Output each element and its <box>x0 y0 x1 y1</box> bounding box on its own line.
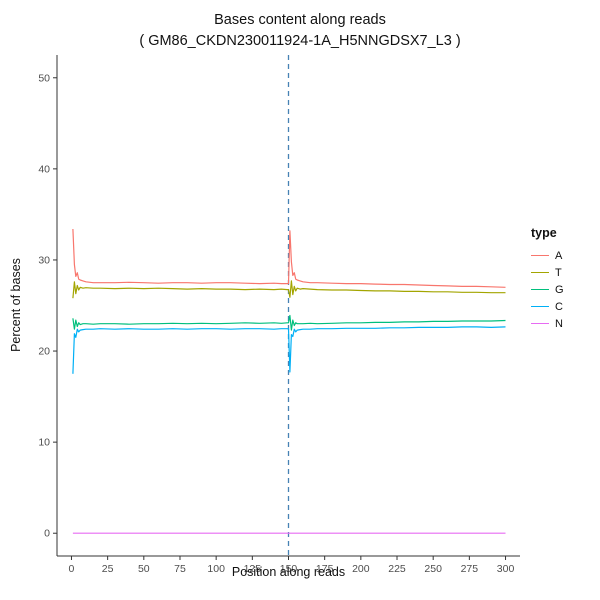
legend-item-G: G <box>531 281 564 298</box>
legend-label-G: G <box>555 283 564 296</box>
series-line-C <box>72 326 506 374</box>
legend-label-C: C <box>555 300 563 313</box>
series-line-G <box>72 314 506 331</box>
legend-key-line-N <box>531 322 549 325</box>
legend-key-C <box>531 300 549 314</box>
y-tick-label: 10 <box>38 437 50 449</box>
legend-key-line-G <box>531 288 549 291</box>
legend-item-C: C <box>531 298 564 315</box>
legend-key-line-T <box>531 271 549 274</box>
x-tick-label: 175 <box>316 563 334 575</box>
y-tick-label: 20 <box>38 346 50 358</box>
y-tick-label: 40 <box>38 163 50 175</box>
chart-subtitle: ( GM86_CKDN230011924-1A_H5NNGDSX7_L3 ) <box>139 33 461 49</box>
x-tick-label: 300 <box>497 563 515 575</box>
y-tick-label: 0 <box>44 528 50 540</box>
legend-key-G <box>531 283 549 297</box>
legend-item-N: N <box>531 315 564 332</box>
series-line-T <box>72 280 506 299</box>
x-axis-label: Position along reads <box>231 565 346 579</box>
legend-key-T <box>531 266 549 280</box>
legend-key-line-C <box>531 305 549 308</box>
legend-label-N: N <box>555 317 563 330</box>
y-axis-label: Percent of bases <box>9 258 23 352</box>
x-tick-label: 200 <box>352 563 370 575</box>
x-tick-label: 125 <box>244 563 262 575</box>
legend-key-line-A <box>531 254 549 257</box>
x-tick-label: 225 <box>388 563 406 575</box>
chart-title: Bases content along reads <box>214 12 386 28</box>
x-tick-label: 150 <box>280 563 298 575</box>
legend-title: type <box>531 226 557 240</box>
x-tick-label: 275 <box>461 563 479 575</box>
series-line-A <box>72 228 506 288</box>
chart-titles: Bases content along reads ( GM86_CKDN230… <box>0 10 600 52</box>
legend-key-N <box>531 317 549 331</box>
x-tick-label: 50 <box>138 563 150 575</box>
legend-item-T: T <box>531 264 564 281</box>
y-tick-label: 50 <box>38 72 50 84</box>
legend-label-T: T <box>555 266 562 279</box>
legend-key-A <box>531 249 549 263</box>
x-tick-label: 0 <box>69 563 75 575</box>
x-tick-label: 25 <box>102 563 114 575</box>
legend-item-A: A <box>531 247 564 264</box>
x-tick-label: 75 <box>174 563 186 575</box>
legend-label-A: A <box>555 249 563 262</box>
x-tick-label: 250 <box>424 563 442 575</box>
x-tick-label: 100 <box>207 563 225 575</box>
y-tick-label: 30 <box>38 254 50 266</box>
